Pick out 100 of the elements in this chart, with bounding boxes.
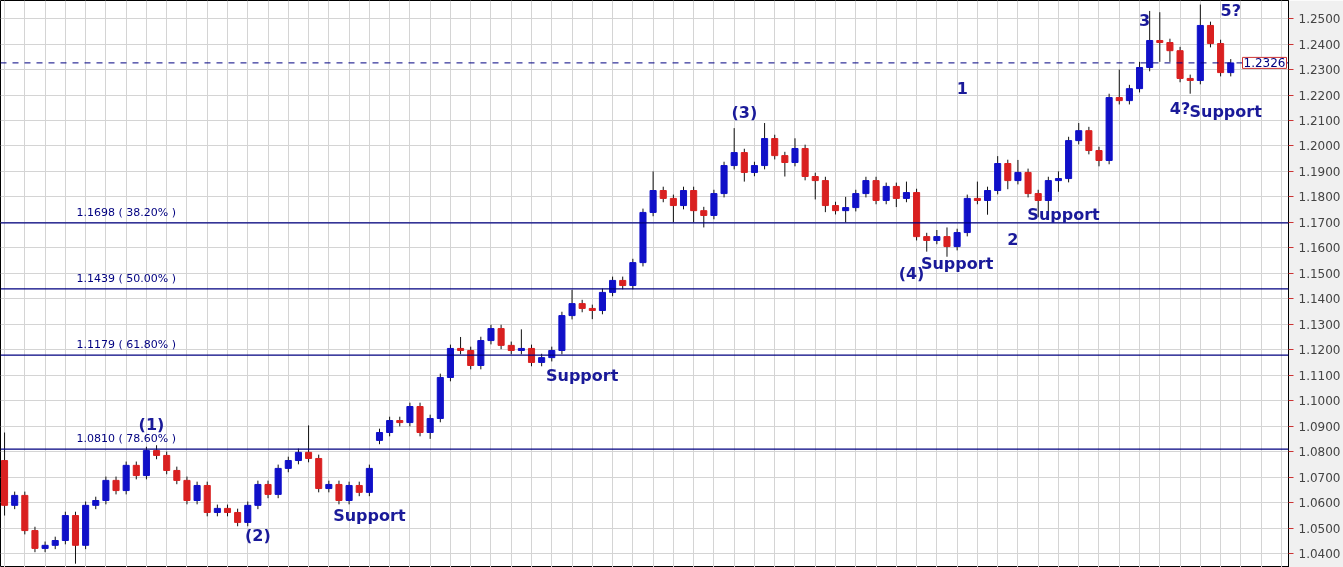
candlestick xyxy=(244,501,252,527)
candlestick xyxy=(609,276,617,297)
candlestick xyxy=(892,182,900,208)
candlestick xyxy=(1085,126,1093,155)
y-tick-label: 1.1200 xyxy=(1298,343,1341,358)
candlestick xyxy=(1095,146,1103,167)
y-tick-label: 1.1700 xyxy=(1298,215,1341,230)
annotation: Support xyxy=(333,505,406,525)
candlestick xyxy=(386,416,394,437)
annotation: (3) xyxy=(731,102,758,122)
candlestick xyxy=(1024,168,1032,198)
y-tick-label: 1.0700 xyxy=(1298,470,1341,485)
candlestick xyxy=(163,451,171,475)
annotation: (2) xyxy=(245,525,271,545)
candlestick xyxy=(953,228,961,251)
candlestick xyxy=(1125,84,1133,105)
candlestick xyxy=(517,328,525,355)
candlestick xyxy=(1075,122,1083,145)
candlestick xyxy=(183,476,191,505)
candlestick xyxy=(31,526,39,553)
y-tick-label: 1.1300 xyxy=(1298,317,1341,332)
candlestick xyxy=(1166,38,1174,63)
candlestick xyxy=(943,226,951,258)
candlestick xyxy=(497,324,505,350)
ref-line-label: 1.1439 ( 50.00% ) xyxy=(76,271,177,285)
y-tick-label: 1.1900 xyxy=(1298,164,1341,179)
candlestick xyxy=(923,232,931,253)
y-tick-label: 1.1600 xyxy=(1298,241,1341,256)
candlestick xyxy=(598,288,606,315)
candlestick xyxy=(781,151,789,178)
annotation: 5? xyxy=(1220,1,1241,21)
candlestick xyxy=(933,229,941,245)
candlestick xyxy=(771,134,779,160)
candlestick xyxy=(852,189,860,212)
candlestick xyxy=(1054,170,1062,193)
candlestick xyxy=(1186,74,1194,95)
annotation: 4? xyxy=(1169,98,1191,118)
candlestick xyxy=(1014,159,1022,185)
y-tick-label: 1.2300 xyxy=(1298,63,1341,78)
candlestick xyxy=(1115,69,1123,105)
annotation: 3 xyxy=(1139,10,1151,30)
y-tick-label: 1.0400 xyxy=(1298,546,1341,561)
ref-line-label: 1.1179 ( 61.80% ) xyxy=(76,338,177,352)
candlestick xyxy=(973,181,981,205)
candlestick xyxy=(1156,11,1164,63)
y-tick-label: 1.0500 xyxy=(1298,521,1341,536)
candlestick xyxy=(882,182,890,205)
candlestick xyxy=(700,206,708,228)
annotation: 1 xyxy=(956,79,968,99)
candlestick xyxy=(902,181,910,203)
candlestick xyxy=(730,127,738,170)
candlestick xyxy=(791,137,799,167)
y-tick-label: 1.2200 xyxy=(1298,88,1341,103)
candlestick xyxy=(102,476,110,505)
y-tick-label: 1.1000 xyxy=(1298,394,1341,409)
annotation: (1) xyxy=(138,415,165,435)
candlestick xyxy=(710,189,718,220)
annotation: Support xyxy=(1189,101,1263,121)
candlestick xyxy=(740,148,748,183)
y-tick-label: 1.1800 xyxy=(1298,190,1341,205)
candlestick xyxy=(345,481,353,505)
candlestick xyxy=(842,196,850,223)
y-tick-label: 1.2000 xyxy=(1298,139,1341,154)
candlestick xyxy=(487,324,495,345)
candlestick xyxy=(1135,61,1144,93)
y-tick-label: 1.2100 xyxy=(1298,113,1341,128)
candlestick xyxy=(669,194,677,223)
candlestick xyxy=(365,464,373,497)
annotation: 2 xyxy=(1007,230,1019,250)
candlestick xyxy=(690,186,698,223)
y-tick-label: 1.0900 xyxy=(1298,419,1341,434)
candlestick xyxy=(629,258,637,290)
y-tick-label: 1.2500 xyxy=(1298,12,1341,27)
candlestick xyxy=(568,289,576,320)
candlestick xyxy=(1206,21,1215,48)
candlestick xyxy=(426,414,434,440)
ref-line-label: 1.0810 ( 78.60% ) xyxy=(76,432,177,446)
candlestick xyxy=(305,424,313,463)
y-tick-label: 1.2400 xyxy=(1298,37,1341,52)
y-tick-label: 1.0600 xyxy=(1298,496,1341,511)
candlestick xyxy=(983,186,992,216)
candlestick xyxy=(406,402,414,427)
candlestick xyxy=(193,481,201,505)
y-tick-label: 1.0800 xyxy=(1298,445,1341,460)
y-tick-label: 1.1400 xyxy=(1298,292,1341,307)
y-tick-label: 1.1100 xyxy=(1298,368,1341,383)
candlestick xyxy=(872,176,880,205)
candlestick xyxy=(862,176,870,198)
ref-line-label: 1.2326 xyxy=(1243,56,1286,71)
candlestick xyxy=(335,480,343,505)
annotation: Support xyxy=(546,365,619,385)
candlestick xyxy=(41,541,49,553)
candlestick xyxy=(254,480,262,510)
ref-line-label: 1.1698 ( 38.20% ) xyxy=(76,205,177,219)
y-tick-label: 1.1500 xyxy=(1298,266,1341,281)
candlestick xyxy=(649,170,657,217)
candlestick xyxy=(679,186,688,210)
candlestick xyxy=(811,172,819,200)
annotation: Support xyxy=(1027,205,1101,225)
candlestick xyxy=(1004,159,1012,190)
